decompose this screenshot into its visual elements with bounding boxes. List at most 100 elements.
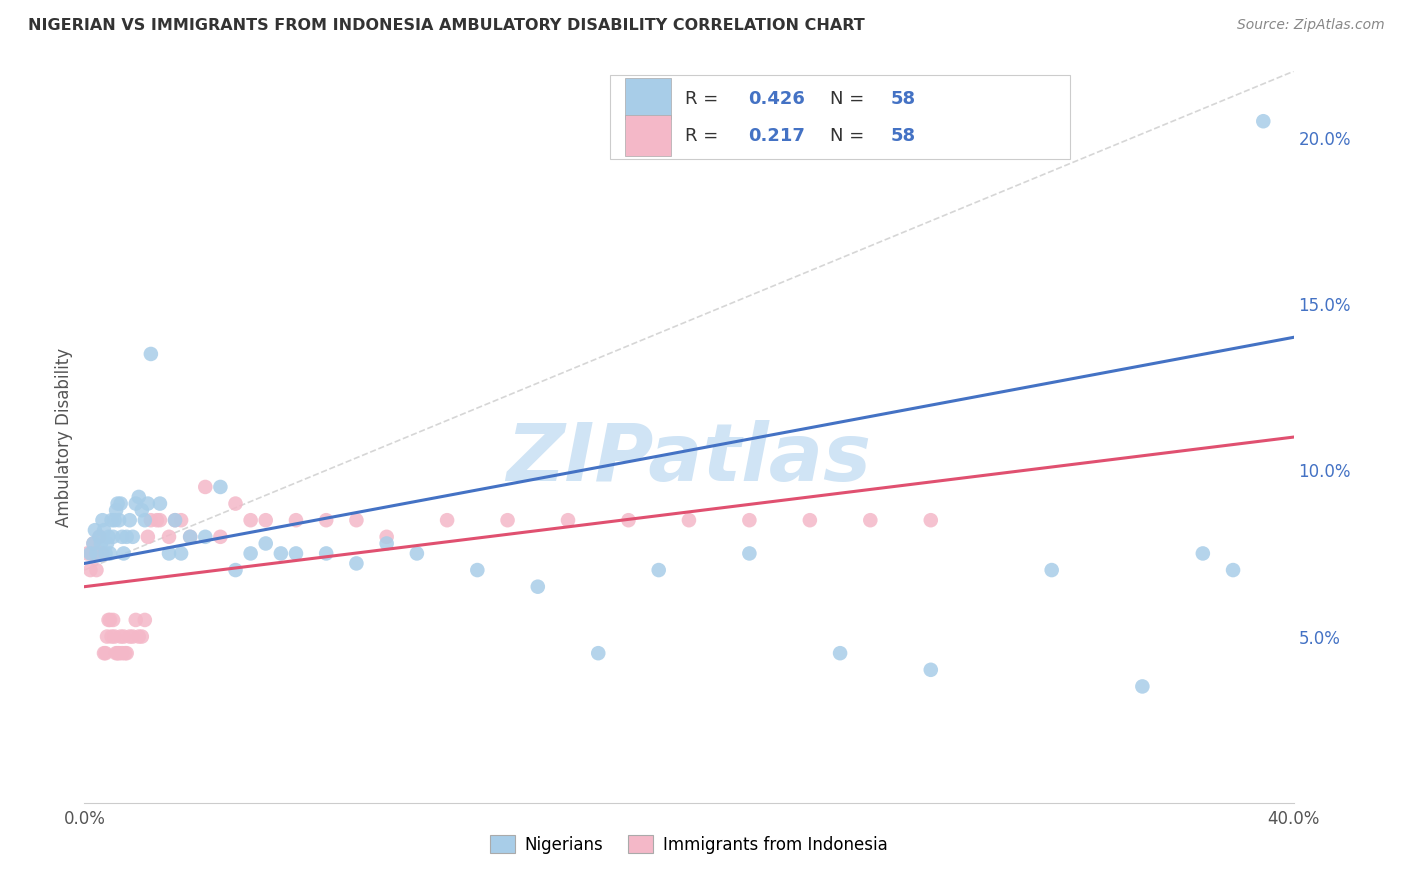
Point	[76, 546, 98, 560]
Point	[146, 513, 169, 527]
Point	[557, 513, 579, 527]
Point	[920, 663, 942, 677]
Point	[112, 630, 135, 644]
Point	[90, 546, 112, 560]
Point	[89, 530, 111, 544]
Point	[179, 530, 201, 544]
Point	[209, 480, 232, 494]
Text: R =: R =	[685, 127, 724, 145]
Point	[157, 530, 180, 544]
Point	[101, 530, 124, 544]
Point	[118, 630, 141, 644]
Point	[128, 630, 150, 644]
Point	[648, 563, 671, 577]
Point	[104, 630, 127, 644]
FancyBboxPatch shape	[624, 115, 671, 156]
Point	[97, 530, 120, 544]
Point	[285, 546, 308, 560]
FancyBboxPatch shape	[624, 78, 671, 119]
Point	[107, 646, 129, 660]
Point	[128, 490, 150, 504]
Point	[125, 497, 148, 511]
Point	[84, 546, 107, 560]
Point	[346, 557, 368, 571]
Point	[108, 646, 131, 660]
Point	[89, 530, 111, 544]
Text: 58: 58	[891, 89, 915, 108]
Point	[254, 536, 277, 550]
Point	[170, 546, 193, 560]
Point	[254, 513, 277, 527]
Point	[96, 536, 118, 550]
Point	[110, 630, 132, 644]
Text: R =: R =	[685, 89, 724, 108]
Text: 0.426: 0.426	[748, 89, 806, 108]
Point	[588, 646, 610, 660]
Point	[84, 523, 107, 537]
Point	[98, 613, 121, 627]
Point	[1132, 680, 1154, 694]
Point	[225, 563, 247, 577]
Point	[149, 497, 172, 511]
Point	[315, 546, 337, 560]
Legend: Nigerians, Immigrants from Indonesia: Nigerians, Immigrants from Indonesia	[484, 829, 894, 860]
Point	[94, 646, 117, 660]
Point	[139, 347, 162, 361]
Point	[115, 646, 138, 660]
Point	[496, 513, 519, 527]
Point	[111, 646, 134, 660]
Point	[93, 646, 115, 660]
Point	[111, 530, 134, 544]
Point	[859, 513, 882, 527]
Point	[125, 613, 148, 627]
Point	[375, 530, 398, 544]
Point	[110, 497, 132, 511]
Point	[194, 480, 217, 494]
Point	[527, 580, 550, 594]
Point	[86, 563, 108, 577]
Text: N =: N =	[831, 89, 870, 108]
Point	[315, 513, 337, 527]
Point	[375, 536, 398, 550]
Point	[467, 563, 489, 577]
Point	[149, 513, 172, 527]
Point	[136, 530, 159, 544]
Point	[91, 513, 114, 527]
Text: Source: ZipAtlas.com: Source: ZipAtlas.com	[1237, 18, 1385, 32]
Text: NIGERIAN VS IMMIGRANTS FROM INDONESIA AMBULATORY DISABILITY CORRELATION CHART: NIGERIAN VS IMMIGRANTS FROM INDONESIA AM…	[28, 18, 865, 33]
Point	[139, 513, 162, 527]
Point	[82, 536, 104, 550]
Point	[87, 546, 110, 560]
Y-axis label: Ambulatory Disability: Ambulatory Disability	[55, 348, 73, 526]
Point	[118, 513, 141, 527]
Point	[80, 546, 103, 560]
Point	[406, 546, 429, 560]
Point	[179, 530, 201, 544]
Point	[101, 613, 124, 627]
Point	[346, 513, 368, 527]
Point	[165, 513, 187, 527]
Point	[96, 630, 118, 644]
Point	[194, 530, 217, 544]
Text: N =: N =	[831, 127, 870, 145]
Point	[115, 530, 138, 544]
Point	[738, 546, 761, 560]
Point	[738, 513, 761, 527]
Point	[436, 513, 458, 527]
Point	[1222, 563, 1244, 577]
Point	[136, 497, 159, 511]
Point	[920, 513, 942, 527]
Point	[1192, 546, 1215, 560]
Text: 58: 58	[891, 127, 915, 145]
Point	[209, 530, 232, 544]
Point	[134, 513, 156, 527]
Point	[100, 630, 122, 644]
Point	[239, 546, 262, 560]
Point	[617, 513, 640, 527]
Point	[799, 513, 821, 527]
Point	[79, 546, 101, 560]
Point	[91, 546, 114, 560]
Point	[170, 513, 193, 527]
Point	[157, 546, 180, 560]
Point	[131, 503, 153, 517]
